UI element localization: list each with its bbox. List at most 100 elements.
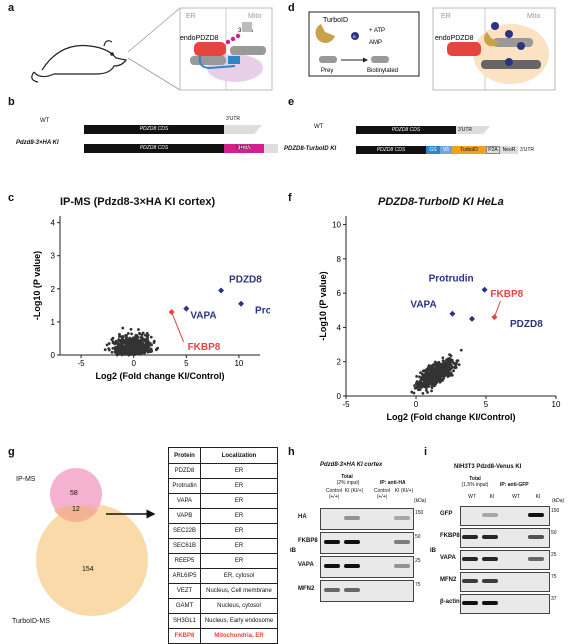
data-point	[119, 335, 123, 339]
mito-label: Mito	[248, 13, 261, 20]
data-point	[107, 342, 111, 345]
y-tick-label: 0	[51, 351, 56, 360]
turboid-reaction-box	[308, 11, 420, 77]
blot-strip	[320, 532, 414, 554]
data-point	[140, 336, 144, 339]
lane-label: KI (KI/+)	[394, 488, 414, 494]
data-point	[432, 373, 436, 376]
data-point	[415, 382, 419, 385]
y-axis-label: -Log10 (P value)	[32, 251, 42, 320]
panel-label-c: c	[8, 192, 15, 204]
data-point	[136, 340, 140, 344]
venn-turboid-label: TurboID-MS	[12, 618, 50, 625]
data-point	[438, 367, 442, 371]
data-point	[107, 347, 111, 350]
blot-strip	[460, 594, 550, 614]
x-tick-label: 5	[184, 359, 189, 368]
blot-label: FKBP8	[298, 538, 318, 544]
data-point	[433, 360, 437, 364]
data-point	[430, 365, 434, 369]
protein-cell: REEP5	[167, 553, 202, 569]
data-point	[434, 362, 438, 366]
panel-label-e: e	[288, 96, 295, 108]
blot-band	[394, 516, 410, 520]
protein-cell: PDZD8	[167, 463, 202, 479]
data-point	[432, 363, 435, 366]
panel-i-title: NIH3T3 Pdzd8-Venus KI	[454, 464, 522, 470]
y-tick-label: 4	[337, 323, 342, 332]
data-point	[147, 341, 150, 345]
fkbp8-leader	[493, 300, 501, 318]
blot-band	[482, 513, 498, 517]
data-point	[110, 350, 114, 354]
protein-cell: VAPB	[167, 508, 202, 524]
prey-label: Prey	[321, 68, 333, 74]
data-point	[141, 331, 145, 335]
data-point	[452, 369, 455, 373]
highlight-label-protrudin: Protrudin	[429, 274, 474, 285]
blot-band	[344, 588, 360, 592]
data-point	[136, 338, 140, 342]
data-point	[124, 337, 128, 340]
x-tick-label: 0	[131, 359, 136, 368]
localization-cell: ER	[200, 493, 278, 509]
blot-band	[344, 564, 360, 568]
y-tick-label: 1	[51, 318, 56, 327]
lane-label: WT	[468, 494, 476, 500]
y-axis-label: -Log10 (P value)	[318, 271, 328, 340]
data-point	[410, 390, 414, 394]
mw-marker: 25	[551, 552, 557, 558]
blot-band	[462, 535, 478, 539]
data-point	[144, 342, 148, 345]
data-point	[143, 347, 147, 350]
highlight-label-fkbp8: FKBP8	[188, 342, 221, 353]
table-row: VEZT Nucleus, Cell membrane	[167, 583, 278, 599]
data-point	[126, 332, 130, 335]
h-kda-label: (kDa)	[414, 498, 427, 504]
ha-insert-bar: 3×HA	[224, 144, 264, 153]
data-point	[121, 338, 125, 342]
data-point	[421, 369, 425, 373]
mw-marker: 150	[415, 510, 424, 516]
data-point	[448, 366, 452, 370]
x-tick-label: -5	[342, 400, 350, 409]
data-point	[432, 382, 436, 386]
data-point	[448, 363, 452, 367]
data-point	[130, 332, 134, 336]
atp-label: + ATP	[369, 28, 385, 34]
lane-label: KI	[535, 494, 541, 500]
y-tick-label: 0	[337, 392, 342, 401]
data-point	[137, 343, 141, 346]
data-point	[150, 349, 153, 353]
blot-strip	[320, 508, 414, 530]
mw-marker: 150	[551, 508, 560, 514]
data-point	[138, 331, 141, 335]
data-point	[114, 351, 118, 355]
highlight-point-protrudin	[238, 300, 245, 307]
blot-band	[462, 601, 478, 605]
blot-band	[482, 579, 498, 583]
blot-label: HA	[298, 514, 307, 520]
data-point	[433, 375, 437, 379]
highlight-label-pdzd8: PDZD8	[510, 319, 543, 330]
panel-label-a: a	[8, 2, 15, 14]
data-point	[438, 376, 442, 380]
data-point	[142, 349, 146, 353]
table-row: VAPB ER	[167, 508, 278, 524]
lane-label: Control (+/+)	[325, 488, 343, 500]
data-point	[448, 361, 452, 365]
data-point	[419, 371, 422, 374]
protein-cell: SEC61B	[167, 538, 202, 554]
data-point	[441, 356, 445, 360]
y-tick-label: 4	[51, 219, 56, 228]
data-point	[130, 348, 134, 351]
data-point	[413, 384, 416, 387]
data-point	[131, 344, 135, 348]
data-point	[442, 374, 446, 378]
endo-pdzd8-label: endoPDZD8	[180, 35, 219, 42]
data-point	[149, 335, 153, 339]
data-point	[435, 368, 439, 371]
venn-turboid-count: 154	[82, 566, 94, 573]
mw-marker: 25	[415, 558, 421, 564]
h-total-label: Total	[341, 474, 353, 480]
